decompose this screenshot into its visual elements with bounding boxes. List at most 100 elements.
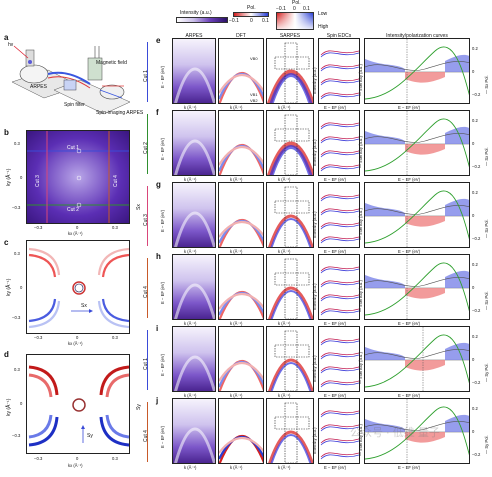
spin-edc-plot [318, 254, 360, 320]
pol-tick-top: 0.2 [472, 46, 478, 51]
curve-right-ylabel: — Sy Pol. [484, 363, 489, 382]
dft-plot [218, 326, 264, 392]
sarpes-xlabel: k (Å⁻¹) [278, 105, 291, 110]
curve-right-ylabel: — Sx Pol. [484, 291, 489, 310]
row-cut-label: Cut 4 [143, 430, 149, 442]
hv-label: hν [8, 42, 14, 48]
sarpes-xlabel: k (Å⁻¹) [278, 393, 291, 398]
pol-tick-pos: 0.1 [262, 18, 269, 24]
sarpes-xlabel: k (Å⁻¹) [278, 249, 291, 254]
curve-xlabel: E − EF (eV) [398, 465, 420, 470]
sy-spin-texture: Sy [26, 354, 130, 454]
c-ytick-bot: −0.3 [12, 315, 21, 320]
c-xtick-right: 0.3 [112, 335, 118, 340]
arpes-ylabel: E − EF (eV) [160, 138, 165, 160]
col-sarpes: SARPES [279, 33, 301, 39]
magnetic-field-label: Magnetic field [96, 60, 127, 66]
edc-xlabel: E − EF (eV) [324, 105, 346, 110]
c-xlabel: kx (Å⁻¹) [68, 341, 83, 346]
pol-tick-top: 0.2 [472, 262, 478, 267]
cut-color-bar [147, 42, 149, 102]
pol-tick-zero: 0 [472, 213, 475, 218]
dft-xlabel: k (Å⁻¹) [230, 393, 243, 398]
intensity-colorbar [176, 17, 228, 23]
sarpes-plot [266, 254, 314, 320]
curve-left-ylabel: — Intensity (a.u.) [358, 352, 363, 384]
arpes-plot [172, 182, 216, 248]
arpes-xlabel: k (Å⁻¹) [184, 321, 197, 326]
pol2d-tick-neg: −0.1 [276, 6, 286, 12]
intensity-colorbar-label: Intensity (a.u.) [180, 10, 212, 16]
pol-colorbar-label: Pol. [247, 5, 256, 11]
edc-xlabel: E − EF (eV) [324, 393, 346, 398]
pol2d-colorbar-label: Pol. [292, 0, 301, 6]
pol2d-tick-pos: 0.1 [303, 6, 310, 12]
pol-tick-bottom: −0.2 [472, 452, 481, 457]
polarization-curve-plot [364, 182, 470, 248]
curve-xlabel: E − EF (eV) [398, 321, 420, 326]
dft-plot [218, 110, 264, 176]
pol-colorbar [233, 12, 269, 17]
pol2d-high: High [318, 24, 329, 30]
edc-ylabel: Intensity (a.u.) [312, 427, 317, 454]
curve-left-ylabel: — Intensity (a.u.) [358, 136, 363, 168]
arpes-ylabel: E − EF (eV) [160, 282, 165, 304]
curve-right-ylabel: — Sx Pol. [484, 219, 489, 238]
pol-tick-zero: 0 [472, 285, 475, 290]
polarization-curve-plot [364, 398, 470, 464]
curve-right-ylabel: — Sx Pol. [484, 147, 489, 166]
fermi-surface-map: Cut 1 Cut 2 Cut 3 Cut 4 [26, 130, 130, 224]
watermark: 公众号 · 低维 量子 [350, 427, 440, 439]
pol-tick-top: 0.2 [472, 118, 478, 123]
cut2-tag: Cut 2 [67, 207, 79, 213]
row-letter: h [156, 252, 161, 261]
arpes-plot [172, 254, 216, 320]
spin-edc-plot [318, 398, 360, 464]
pol-tick-bottom: −0.2 [472, 164, 481, 169]
setup-schematic [11, 45, 131, 115]
row-letter: i [156, 324, 159, 333]
cut1-tag: Cut 1 [67, 145, 79, 151]
col-curves: Intensity/polarization curves [386, 33, 448, 39]
c-xtick-mid: 0 [76, 335, 79, 340]
pol-tick-bottom: −0.2 [472, 92, 481, 97]
cut-color-bar [147, 258, 149, 318]
panel-c-letter: c [4, 238, 9, 247]
d-xlabel: kx (Å⁻¹) [68, 463, 83, 468]
arpes-plot [172, 326, 216, 392]
arpes-xlabel: k (Å⁻¹) [184, 393, 197, 398]
panel-d-letter: d [4, 350, 9, 359]
sarpes-xlabel: k (Å⁻¹) [278, 177, 291, 182]
curve-right-ylabel: — Sy Pol. [484, 435, 489, 454]
edc-xlabel: E − EF (eV) [324, 177, 346, 182]
curve-left-ylabel: — Intensity (a.u.) [358, 64, 363, 96]
curve-xlabel: E − EF (eV) [398, 177, 420, 182]
c-ytick-top: 0.3 [14, 251, 20, 256]
pol2d-low: Low [318, 11, 328, 17]
pol-tick-bottom: −0.2 [472, 236, 481, 241]
arpes-plot [172, 398, 216, 464]
arpes-plot [172, 110, 216, 176]
edc-ylabel: Intensity (a.u.) [312, 139, 317, 166]
vb0-label: VB0 [250, 56, 258, 61]
curve-left-ylabel: — Intensity (a.u.) [358, 208, 363, 240]
row-letter: j [156, 396, 159, 405]
b-ytick-mid: 0 [20, 175, 23, 180]
pol-tick-top: 0.2 [472, 190, 478, 195]
panel-a-letter: a [4, 33, 9, 42]
row-letter: f [156, 108, 159, 117]
edc-ylabel: Intensity (a.u.) [312, 67, 317, 94]
row-letter: e [156, 36, 161, 45]
polarization-curve-plot [364, 254, 470, 320]
curve-xlabel: E − EF (eV) [398, 249, 420, 254]
c-ytick-mid: 0 [20, 285, 23, 290]
dft-xlabel: k (Å⁻¹) [230, 105, 243, 110]
edc-xlabel: E − EF (eV) [324, 465, 346, 470]
vb2-label: VB2 [250, 98, 258, 103]
pol-tick-zero: 0 [472, 429, 475, 434]
b-ylabel: ky (Å⁻¹) [6, 168, 12, 186]
dft-plot [218, 182, 264, 248]
panel-b-letter: b [4, 128, 9, 137]
pol2d-colorbar [276, 12, 314, 30]
edc-ylabel: Intensity (a.u.) [312, 355, 317, 382]
